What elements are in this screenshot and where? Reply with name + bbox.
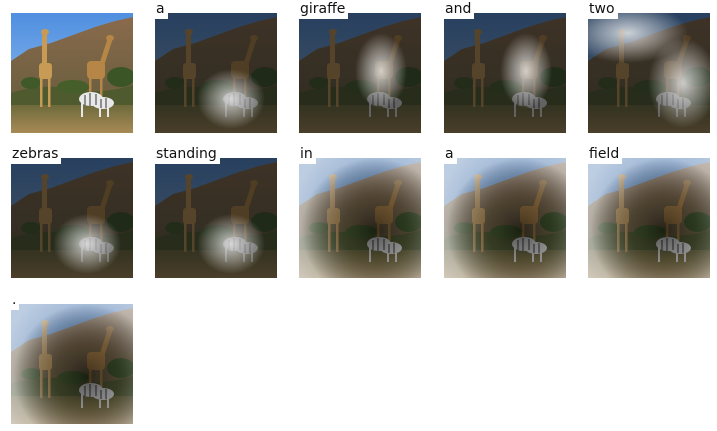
attention-map-panel [155,158,277,278]
word-label: standing [155,145,220,164]
word-label: a [444,145,457,164]
word-label: and [444,0,475,19]
word-label: in [299,145,316,164]
word-label: giraffe [299,0,349,19]
attention-map-panel [299,158,421,278]
attention-map-panel [444,13,566,133]
attention-image [299,13,421,133]
attention-image [444,13,566,133]
original-photo [11,13,133,133]
attention-image [444,158,566,278]
word-label: zebras [11,145,62,164]
attention-map-panel [444,158,566,278]
word-label: a [155,0,168,19]
attention-image [299,158,421,278]
word-label: . [11,291,20,310]
attention-image [588,13,710,133]
attention-image [155,13,277,133]
attention-map-panel [155,13,277,133]
attention-image [11,304,133,424]
photo-image [11,13,133,133]
attention-image [155,158,277,278]
word-label: two [588,0,618,19]
attention-map-panel [588,13,710,133]
attention-map-panel [11,158,133,278]
attention-map-panel [11,304,133,424]
attention-image [11,158,133,278]
word-label: field [588,145,623,164]
attention-image [588,158,710,278]
attention-map-panel [588,158,710,278]
attention-map-panel [299,13,421,133]
